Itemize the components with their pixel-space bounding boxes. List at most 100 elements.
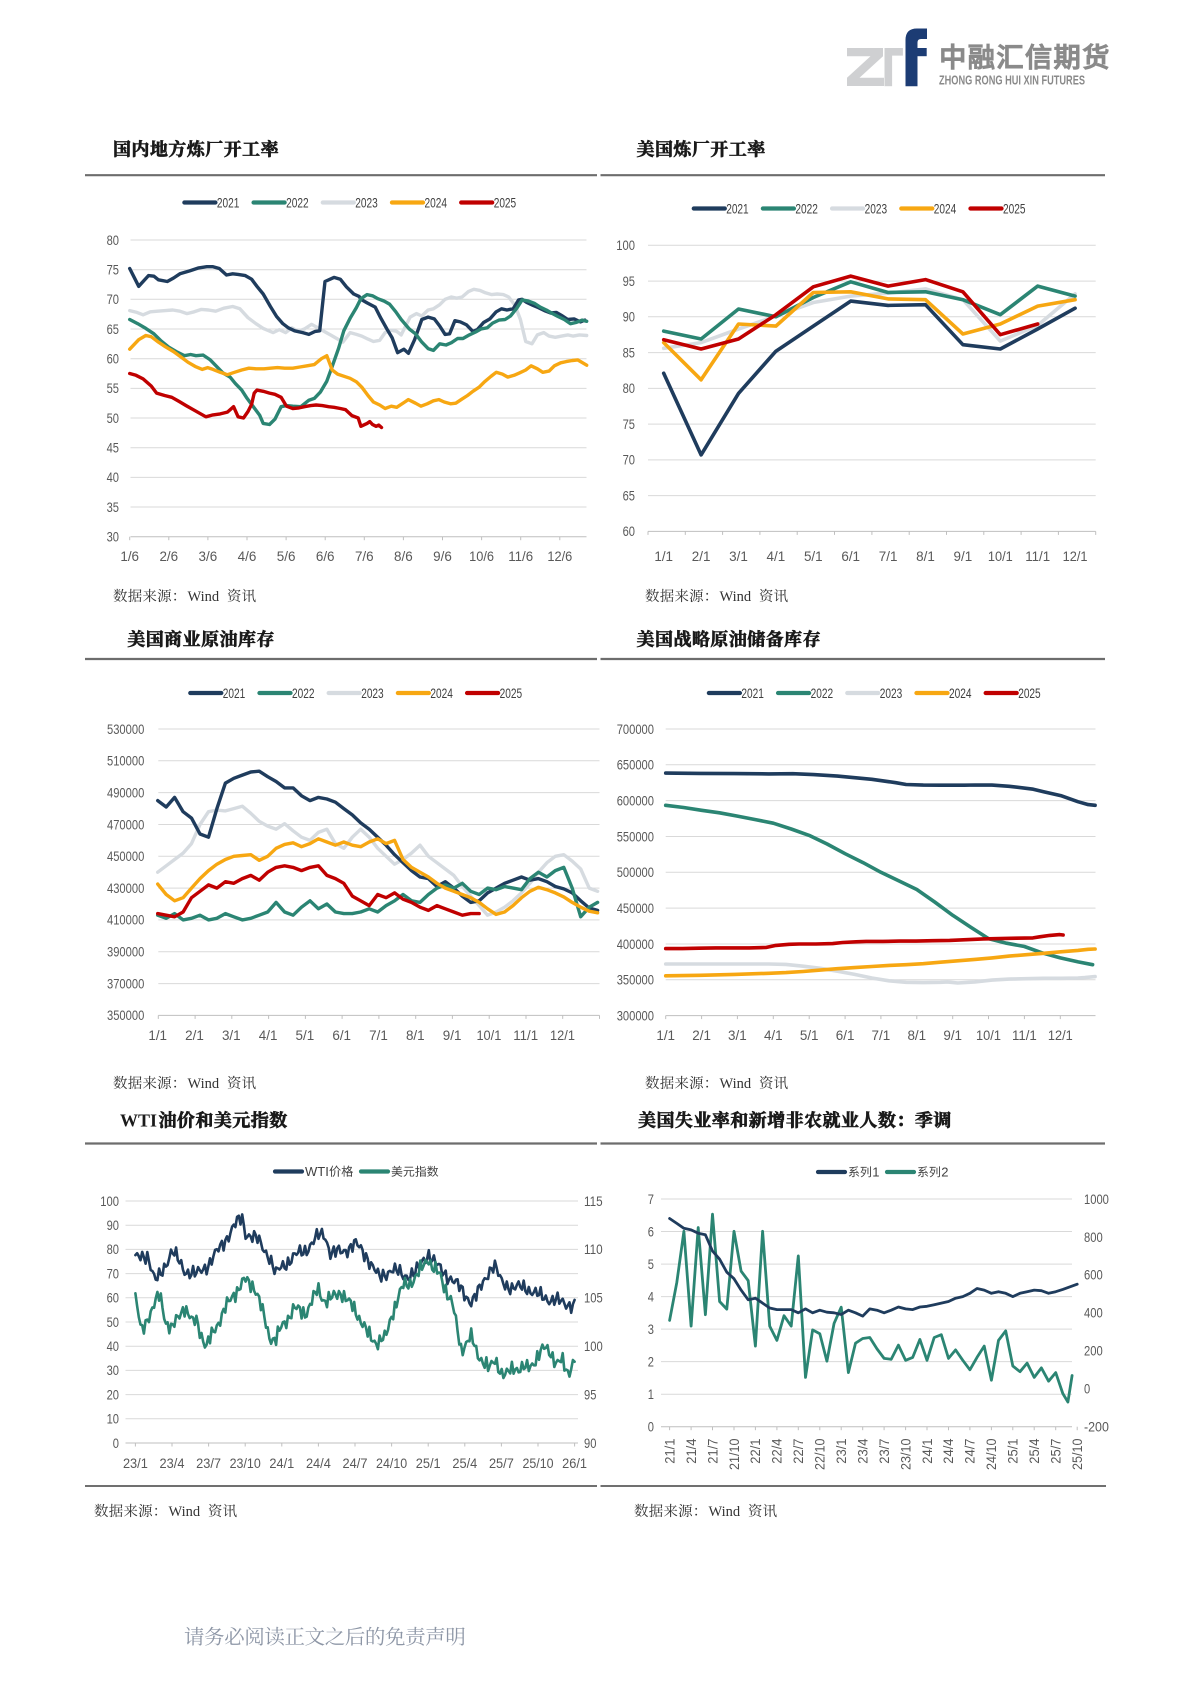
svg-text:25/10: 25/10 [1070, 1439, 1085, 1471]
svg-text:11/1: 11/1 [513, 1028, 538, 1043]
svg-text:1/6: 1/6 [120, 549, 139, 564]
svg-text:Wind: Wind [709, 1504, 741, 1520]
svg-text:5/6: 5/6 [277, 549, 296, 564]
svg-text:7/1: 7/1 [879, 549, 898, 564]
svg-text:23/7: 23/7 [196, 1456, 221, 1471]
svg-text:510000: 510000 [107, 754, 144, 769]
svg-text:22/10: 22/10 [813, 1439, 828, 1471]
svg-text:600: 600 [1084, 1268, 1103, 1283]
svg-text:2021: 2021 [223, 686, 246, 701]
svg-text:30: 30 [107, 1363, 119, 1378]
svg-text:12/6: 12/6 [547, 549, 572, 564]
svg-text:115: 115 [584, 1194, 603, 1209]
svg-text:2021: 2021 [726, 201, 749, 216]
svg-text:45: 45 [107, 441, 119, 456]
svg-text:8/6: 8/6 [394, 549, 413, 564]
svg-text:25/1: 25/1 [416, 1456, 441, 1471]
svg-text:4/6: 4/6 [238, 549, 257, 564]
svg-text:35: 35 [107, 500, 119, 515]
svg-text:75: 75 [107, 263, 119, 278]
svg-text:95: 95 [584, 1387, 596, 1402]
svg-text:80: 80 [107, 233, 119, 248]
svg-text:10/1: 10/1 [976, 1028, 1001, 1043]
svg-text:100: 100 [100, 1194, 119, 1209]
svg-text:1/1: 1/1 [654, 549, 673, 564]
svg-text:2/1: 2/1 [185, 1028, 204, 1043]
svg-text:105: 105 [584, 1291, 603, 1306]
svg-text:2/6: 2/6 [159, 549, 178, 564]
svg-text:490000: 490000 [107, 785, 144, 800]
svg-text:450000: 450000 [107, 849, 144, 864]
svg-text:2022: 2022 [286, 195, 309, 210]
svg-text:450000: 450000 [617, 901, 654, 916]
svg-text:6/1: 6/1 [332, 1028, 351, 1043]
svg-text:90: 90 [107, 1218, 119, 1233]
svg-text:65: 65 [623, 488, 635, 503]
svg-text:2: 2 [648, 1354, 654, 1369]
svg-text:24/7: 24/7 [343, 1456, 368, 1471]
svg-text:-200: -200 [1084, 1420, 1109, 1435]
svg-text:22/7: 22/7 [791, 1439, 806, 1464]
svg-text:6/1: 6/1 [841, 549, 860, 564]
svg-text:800: 800 [1084, 1230, 1103, 1245]
svg-text:70: 70 [107, 292, 119, 307]
svg-text:600000: 600000 [617, 793, 654, 808]
svg-text:6/1: 6/1 [836, 1028, 855, 1043]
svg-text:2023: 2023 [355, 195, 378, 210]
svg-text:30: 30 [107, 530, 119, 545]
svg-text:24/1: 24/1 [269, 1456, 294, 1471]
svg-text:21/4: 21/4 [684, 1438, 699, 1464]
svg-text:12/1: 12/1 [550, 1028, 575, 1043]
svg-text:2/1: 2/1 [692, 549, 711, 564]
svg-text:24/10: 24/10 [376, 1456, 407, 1471]
svg-text:8/1: 8/1 [916, 549, 935, 564]
svg-text:1/1: 1/1 [148, 1028, 167, 1043]
svg-text:7/6: 7/6 [355, 549, 374, 564]
svg-text:9/1: 9/1 [954, 549, 973, 564]
svg-text:21/10: 21/10 [727, 1439, 742, 1471]
svg-text:25/7: 25/7 [489, 1456, 514, 1471]
svg-text:350000: 350000 [107, 1008, 144, 1023]
svg-text:40: 40 [107, 1339, 119, 1354]
svg-text:2: 2 [941, 1164, 948, 1179]
svg-text:Wind: Wind [188, 589, 220, 605]
svg-text:500000: 500000 [617, 865, 654, 880]
svg-text:2023: 2023 [880, 686, 903, 701]
svg-text:2022: 2022 [811, 686, 834, 701]
svg-text:90: 90 [584, 1436, 596, 1451]
svg-text:2025: 2025 [494, 195, 517, 210]
svg-text:2023: 2023 [361, 686, 384, 701]
svg-text:430000: 430000 [107, 881, 144, 896]
svg-text:23/10: 23/10 [898, 1439, 913, 1471]
svg-text:Wind: Wind [720, 589, 752, 605]
svg-text:3/1: 3/1 [222, 1028, 241, 1043]
svg-text:1/1: 1/1 [656, 1028, 675, 1043]
svg-text:2025: 2025 [1003, 201, 1026, 216]
svg-text:5/1: 5/1 [800, 1028, 819, 1043]
svg-text:23/7: 23/7 [877, 1439, 892, 1464]
svg-text:5: 5 [648, 1257, 654, 1272]
svg-text:9/1: 9/1 [443, 1028, 462, 1043]
svg-text:200: 200 [1084, 1344, 1103, 1359]
svg-text:350000: 350000 [617, 973, 654, 988]
svg-text:3/6: 3/6 [199, 549, 218, 564]
svg-text:10/1: 10/1 [988, 549, 1013, 564]
svg-text:21/7: 21/7 [705, 1439, 720, 1464]
svg-text:470000: 470000 [107, 817, 144, 832]
svg-text:100: 100 [616, 238, 635, 253]
svg-text:24/7: 24/7 [963, 1439, 978, 1464]
svg-text:11/1: 11/1 [1012, 1028, 1037, 1043]
svg-text:Wind: Wind [169, 1504, 201, 1520]
svg-text:5/1: 5/1 [804, 549, 823, 564]
svg-text:2021: 2021 [741, 686, 764, 701]
svg-text:22/1: 22/1 [748, 1439, 763, 1464]
svg-text:3/1: 3/1 [729, 549, 748, 564]
svg-text:2022: 2022 [795, 201, 818, 216]
svg-text:25/4: 25/4 [452, 1456, 477, 1471]
svg-text:2/1: 2/1 [692, 1028, 711, 1043]
svg-text:60: 60 [107, 352, 119, 367]
svg-text:75: 75 [623, 417, 635, 432]
svg-text:10: 10 [107, 1412, 119, 1427]
svg-text:24/4: 24/4 [941, 1438, 956, 1464]
svg-text:1000: 1000 [1084, 1192, 1109, 1207]
